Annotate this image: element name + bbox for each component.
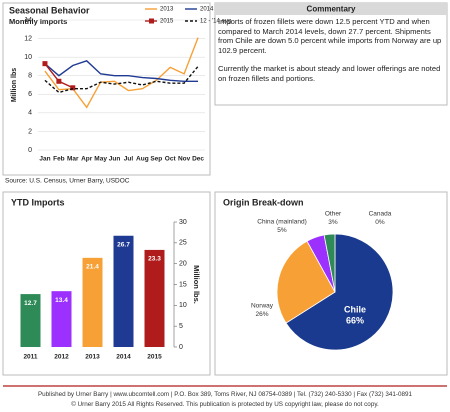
legend-label: 2013 xyxy=(160,7,174,13)
bar xyxy=(144,249,165,347)
panel xyxy=(2,2,211,176)
y-tick-label: 20 xyxy=(179,261,187,268)
y-axis-label: Million lbs xyxy=(11,68,18,102)
pie-slice xyxy=(276,240,336,324)
marker xyxy=(56,78,62,84)
x-tick-label: Jun xyxy=(109,156,121,163)
y-tick-label: 8 xyxy=(28,73,32,80)
commentary-header xyxy=(215,3,447,15)
footer-text: Published by Urner Barry | www.ubcomtell… xyxy=(37,391,413,398)
y-tick-label: 4 xyxy=(28,110,32,117)
slice-label: China (mainland) xyxy=(257,219,307,226)
chart-subtitle: Monthly Imports xyxy=(9,17,67,26)
marker xyxy=(70,85,76,91)
legend-label: 2015 xyxy=(160,19,174,25)
slice-label: Norway xyxy=(251,303,274,310)
value-label: 13.4 xyxy=(55,297,68,304)
y-tick-label: 10 xyxy=(24,54,32,61)
bar xyxy=(82,257,103,347)
y-tick-label: 5 xyxy=(179,323,183,330)
x-tick-label: Nov xyxy=(178,156,191,163)
value-label: 23.3 xyxy=(148,256,161,263)
slice-value-label: 66% xyxy=(346,315,364,325)
series-line xyxy=(44,60,199,82)
x-tick-label: Jan xyxy=(39,156,50,163)
x-tick-label: Dec xyxy=(192,156,204,163)
x-tick-label: Oct xyxy=(165,156,177,163)
commentary: Imports of frozen fillets were down 12.5… xyxy=(218,17,444,93)
x-tick-label: 2015 xyxy=(147,354,162,361)
pie-slice xyxy=(285,233,394,351)
y-tick-label: 2 xyxy=(28,128,32,135)
source: Source: U.S. Census, Urner Barry, USDOC xyxy=(5,178,130,185)
bar xyxy=(20,294,41,347)
x-tick-label: May xyxy=(94,156,107,163)
y-tick-label: 14 xyxy=(24,17,32,24)
slice-label: Chile xyxy=(344,304,366,314)
legend-marker xyxy=(149,18,154,24)
slice-label: Canada xyxy=(369,211,392,218)
x-tick-label: Aug xyxy=(136,156,149,163)
x-tick-label: 2012 xyxy=(54,354,69,361)
y-tick-label: 15 xyxy=(179,281,187,288)
pie-slice xyxy=(323,233,336,293)
slice-value-label: 5% xyxy=(277,227,287,234)
commentary-text: Imports of frozen fillets were down 12.5… xyxy=(218,17,442,55)
x-tick-label: Apr xyxy=(81,156,93,163)
value-label: 12.7 xyxy=(24,300,37,307)
panel xyxy=(214,2,448,106)
legend-label: 2014 xyxy=(200,7,214,13)
y-tick-label: 12 xyxy=(24,35,32,42)
bar xyxy=(51,291,72,347)
marker xyxy=(42,61,48,67)
x-tick-label: 2014 xyxy=(116,354,131,361)
chart-title: Seasonal Behavior xyxy=(9,5,90,15)
x-tick-label: Jul xyxy=(124,156,134,163)
slice-label: Other xyxy=(325,211,342,218)
commentary-text: Currently the market is about steady and… xyxy=(218,64,441,83)
slice-value-label: 26% xyxy=(255,311,268,318)
x-tick-label: 2011 xyxy=(23,354,37,361)
y-tick-label: 30 xyxy=(179,219,187,226)
x-tick-label: Mar xyxy=(67,156,79,163)
slice-value-label: 3% xyxy=(328,219,338,226)
y-tick-label: 25 xyxy=(179,240,187,247)
y-tick-label: 0 xyxy=(28,147,32,154)
x-tick-label: Sep xyxy=(150,156,162,163)
value-label: 21.4 xyxy=(86,264,99,271)
x-tick-label: Feb xyxy=(53,156,65,163)
series-line xyxy=(44,65,199,94)
y-tick-label: 10 xyxy=(179,302,187,309)
legend-label: 12 - '14 avg xyxy=(200,19,231,25)
x-tick-label: 2013 xyxy=(85,354,100,361)
y-axis-label: Million lbs. xyxy=(192,265,201,304)
bar xyxy=(113,235,134,347)
value-label: 26.7 xyxy=(117,241,130,248)
chart-title: YTD Imports xyxy=(11,197,65,207)
y-tick-label: 6 xyxy=(28,91,32,98)
footer-text: © Urner Barry 2015 All Rights Reserved. … xyxy=(71,401,379,408)
commentary-title: Commentary xyxy=(307,5,356,14)
y-tick-label: 0 xyxy=(179,344,183,351)
slice-value-label: 0% xyxy=(375,219,385,226)
chart-title: Origin Break-down xyxy=(223,197,304,207)
